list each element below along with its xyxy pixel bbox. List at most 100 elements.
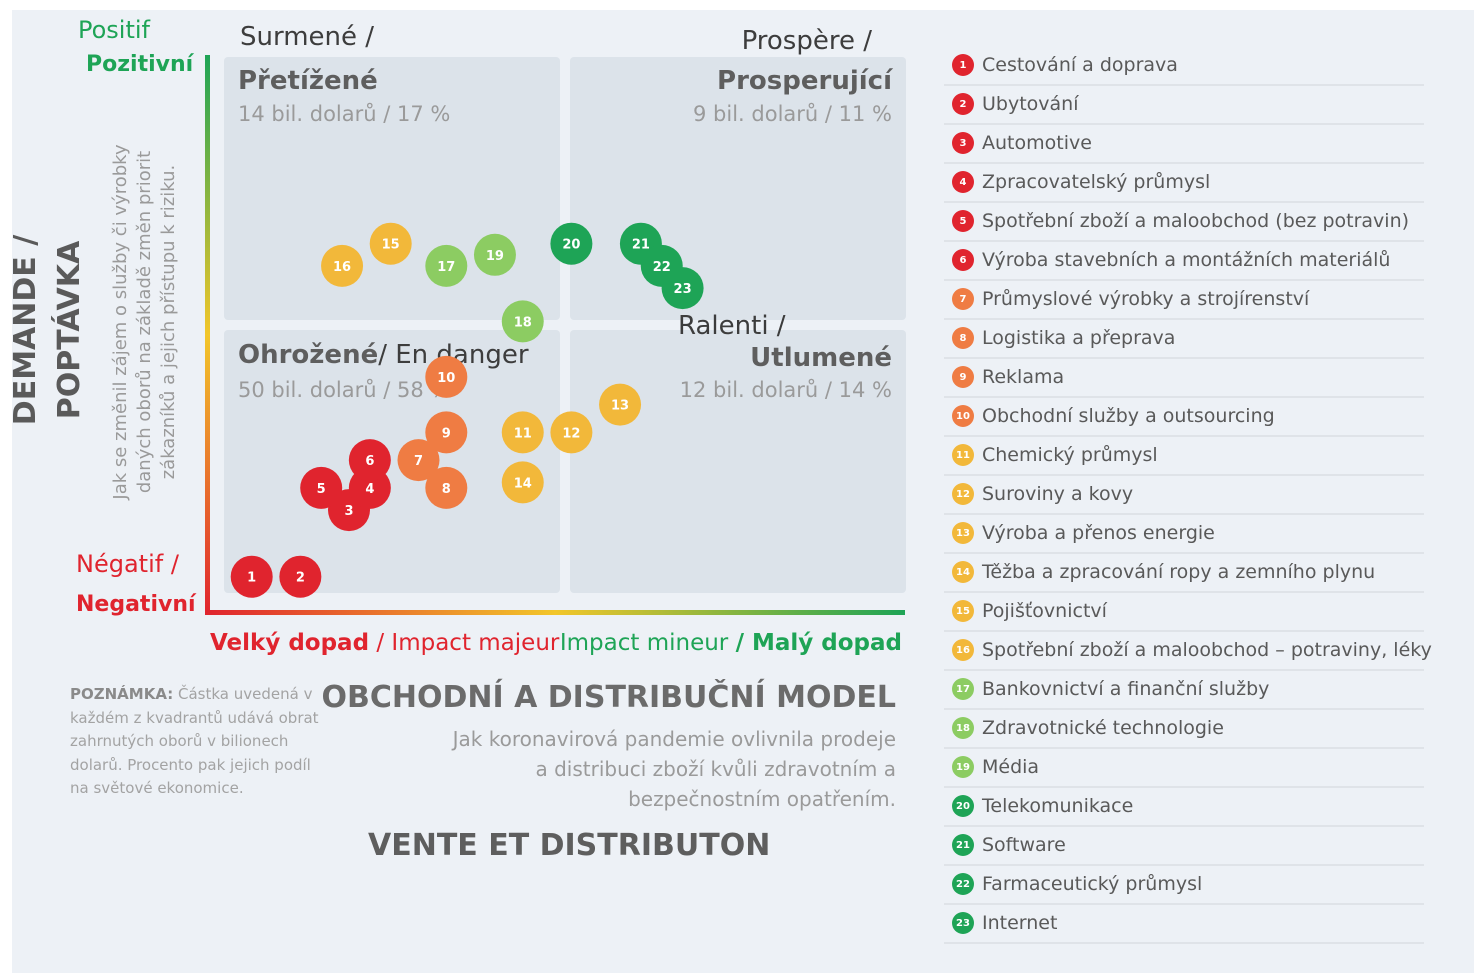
legend-label: Průmyslové výrobky a strojírenství — [982, 288, 1310, 310]
quadrant-top-right-overlay: Prospère / — [741, 26, 872, 56]
data-point-label: 6 — [365, 454, 374, 469]
data-point-5: 5 — [300, 466, 343, 509]
data-point-label: 18 — [514, 315, 532, 330]
x-axis-desc-line3: bezpečnostním opatřením. — [628, 787, 896, 811]
legend-item-21: 21 Software — [944, 826, 1424, 866]
legend-marker: 7 — [952, 288, 974, 310]
positive-label-fr: Positif — [78, 16, 150, 44]
data-point-marker — [501, 461, 544, 504]
data-point-label: 21 — [632, 238, 650, 253]
data-point-marker — [348, 439, 391, 482]
quadrant-bottom-left-heading: Ohrožené/ En danger — [238, 340, 529, 370]
legend-item-15: 15 Pojišťovnictví — [944, 592, 1424, 632]
legend-marker: 19 — [952, 756, 974, 778]
legend-item-3: 3 Automotive — [944, 124, 1424, 164]
data-point-marker — [425, 411, 468, 454]
legend-label: Těžba a zpracování ropy a zemního plynu — [982, 561, 1376, 583]
legend-label: Spotřební zboží a maloobchod (bez potrav… — [982, 210, 1410, 232]
data-point-8: 8 — [425, 466, 468, 509]
legend-marker: 14 — [952, 561, 974, 583]
quadrant-top-right-title: Prosperující — [717, 66, 892, 96]
data-point-18: 18 — [501, 300, 544, 343]
quadrant-bottom-left-panel — [224, 330, 560, 593]
data-point-20: 20 — [550, 222, 593, 265]
note-line4: dolarů. Procento pak jejich podíl — [70, 755, 311, 774]
note-line1: Částka uvedená v — [173, 685, 313, 703]
quadrant-top-left-panel — [224, 57, 560, 320]
legend-item-20: 20 Telekomunikace — [944, 787, 1424, 827]
data-point-marker — [425, 355, 468, 398]
legend-label: Logistika a přeprava — [982, 327, 1176, 349]
x-axis-left-labels: Velký dopad / Impact majeur — [210, 630, 559, 656]
legend-marker: 13 — [952, 522, 974, 544]
data-point-15: 15 — [369, 222, 412, 265]
data-point-marker — [501, 300, 544, 343]
data-point-10: 10 — [425, 355, 468, 398]
legend-item-7: 7 Průmyslové výrobky a strojírenství — [944, 280, 1424, 320]
legend-item-16: 16 Spotřební zboží a maloobchod – potravi… — [944, 631, 1432, 671]
x-axis-right-cz: / Malý dopad — [735, 630, 902, 656]
data-point-label: 12 — [562, 426, 580, 441]
legend-marker: 16 — [952, 639, 974, 661]
quadrant-top-right-panel — [570, 57, 906, 320]
x-axis-left-fr: / Impact majeur — [376, 630, 560, 656]
data-point-label: 2 — [296, 571, 305, 586]
x-axis-description: Jak koronavirová pandemie ovlivnila prod… — [453, 724, 896, 814]
quadrant-top-right-amount: 9 bil. dolarů / 11 % — [693, 102, 892, 126]
data-point-marker — [279, 555, 322, 598]
data-point-label: 20 — [562, 238, 580, 253]
note-line3: zahrnutých oborů v bilionech — [70, 732, 289, 750]
x-axis-desc-line1: Jak koronavirová pandemie ovlivnila prod… — [452, 727, 896, 751]
data-point-13: 13 — [599, 383, 642, 426]
data-point-marker — [321, 244, 364, 287]
legend-marker: 10 — [952, 405, 974, 427]
legend-item-11: 11 Chemický průmysl — [944, 436, 1424, 476]
legend-label: Výroba a přenos energie — [982, 522, 1215, 544]
legend-item-12: 12 Suroviny a kovy — [944, 475, 1424, 515]
legend-marker: 17 — [952, 678, 974, 700]
quadrant-top-left-amount: 14 bil. dolarů / 17 % — [238, 102, 451, 126]
legend-marker: 6 — [952, 249, 974, 271]
x-axis-title: OBCHODNÍ A DISTRIBUČNÍ MODEL — [321, 680, 897, 715]
legend-marker: 2 — [952, 93, 974, 115]
legend-item-22: 22 Farmaceutický průmysl — [944, 865, 1424, 905]
legend-item-4: 4 Zpracovatelský průmysl — [944, 163, 1424, 203]
x-axis-right-labels: Impact mineur / Malý dopad — [560, 630, 902, 656]
data-point-marker — [550, 411, 593, 454]
quadrant-top-left-title: Přetížené — [238, 66, 378, 96]
legend-marker: 12 — [952, 483, 974, 505]
legend-label: Zpracovatelský průmysl — [982, 171, 1211, 193]
legend-marker: 21 — [952, 834, 974, 856]
legend-marker: 8 — [952, 327, 974, 349]
data-point-label: 10 — [437, 371, 455, 386]
negative-label-cz: Negativní — [76, 592, 196, 617]
legend-marker: 22 — [952, 873, 974, 895]
legend-label: Telekomunikace — [982, 795, 1134, 817]
legend-label: Automotive — [982, 132, 1092, 154]
legend-label: Bankovnictví a finanční služby — [982, 678, 1270, 700]
x-axis-title-fr: VENTE ET DISTRIBUTON — [368, 828, 771, 863]
data-point-marker — [661, 267, 704, 310]
legend-item-17: 17 Bankovnictví a finanční služby — [944, 670, 1424, 710]
data-point-1: 1 — [230, 555, 273, 598]
legend-label: Suroviny a kovy — [982, 483, 1134, 505]
legend-marker: 23 — [952, 912, 974, 934]
quadrant-bottom-left-amount: 50 bil. dolarů / 58 % — [238, 378, 451, 402]
legend-item-6: 6 Výroba stavebních a montážních materiál… — [944, 241, 1424, 281]
data-point-marker — [230, 555, 273, 598]
legend-label: Farmaceutický průmysl — [982, 873, 1203, 895]
legend-label: Ubytování — [982, 93, 1079, 115]
legend-item-18: 18 Zdravotnické technologie — [944, 709, 1424, 749]
legend-marker: 18 — [952, 717, 974, 739]
data-point-label: 9 — [442, 426, 451, 441]
note-label: POZNÁMKA: — [70, 685, 174, 703]
data-point-14: 14 — [501, 461, 544, 504]
quadrant-bottom-left-title: Ohrožené — [238, 340, 379, 370]
legend-item-19: 19 Média — [944, 748, 1424, 788]
data-point-11: 11 — [501, 411, 544, 454]
data-point-marker — [550, 222, 593, 265]
legend-label: Pojišťovnictví — [982, 600, 1107, 622]
legend-label: Média — [982, 756, 1040, 778]
legend-marker: 9 — [952, 366, 974, 388]
